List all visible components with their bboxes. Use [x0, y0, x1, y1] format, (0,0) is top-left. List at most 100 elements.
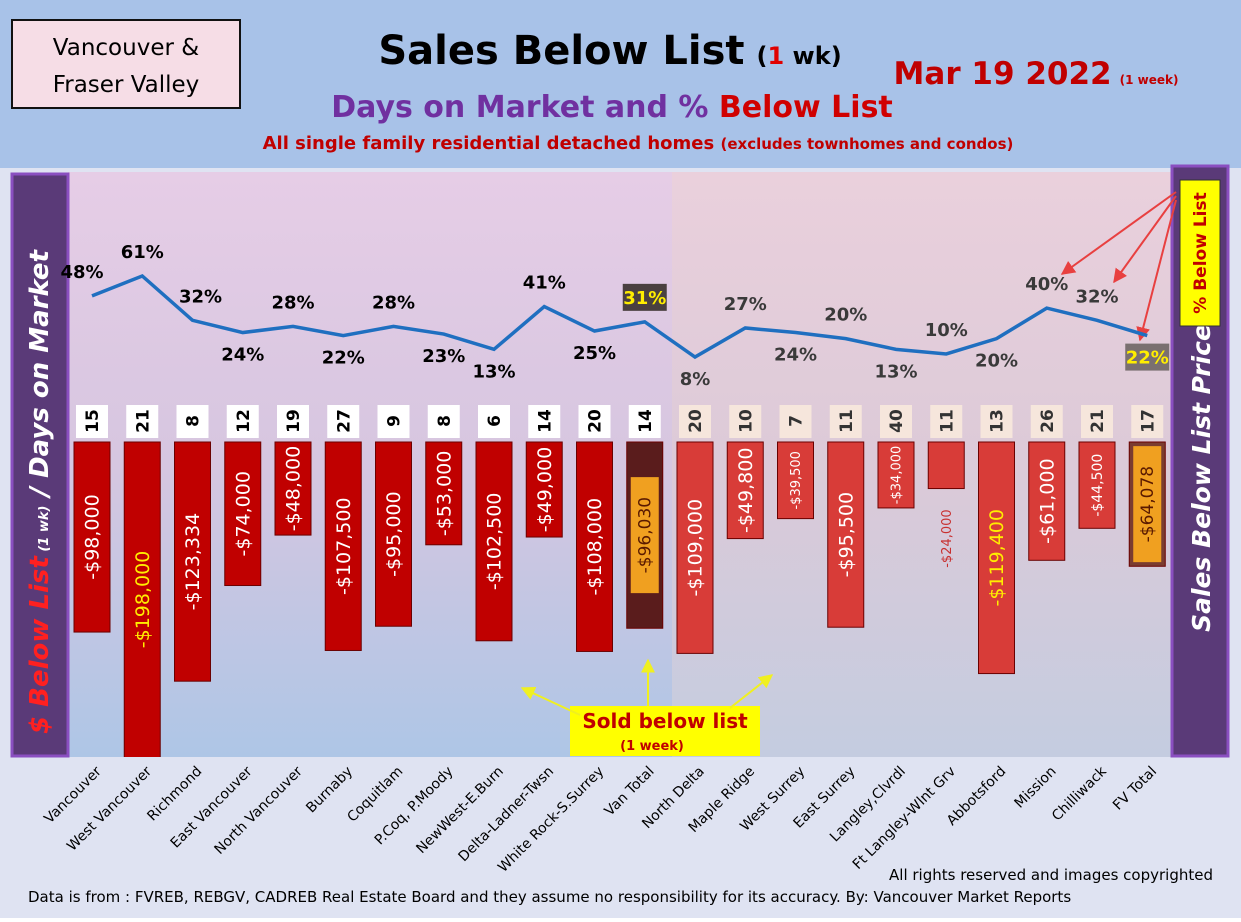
days-label: 9 [385, 415, 405, 427]
percent-line [91, 273, 1148, 360]
y-label-part: $ Below List [25, 555, 55, 734]
days-label: 13 [988, 409, 1008, 433]
bar [576, 441, 613, 652]
percent-label: 10% [925, 320, 968, 341]
days-box [578, 405, 611, 438]
days-box [226, 405, 259, 438]
region-line: Vancouver & [53, 35, 199, 61]
days-box [1131, 405, 1164, 438]
days-label: 12 [234, 409, 254, 433]
days-label: 17 [1138, 409, 1158, 433]
bar [676, 441, 714, 654]
description: All single family residential detached h… [263, 133, 1014, 154]
percent-box [622, 283, 667, 311]
left-panel [10, 172, 70, 758]
days-label: 6 [485, 415, 505, 427]
days-box [528, 405, 561, 438]
bar-value-label: -$95,500 [835, 492, 857, 577]
percent-label: 24% [774, 345, 817, 366]
percent-label: 13% [874, 361, 917, 382]
percent-label: 24% [221, 345, 264, 366]
y-axis-label: $ Below List (1 wk) / Days on Market [25, 248, 55, 734]
days-box [126, 405, 159, 438]
description-main: All single family residential detached h… [263, 133, 721, 154]
callout-note: (1 week) [620, 739, 684, 754]
days-box [930, 405, 963, 438]
arrow [520, 686, 581, 716]
days-box [277, 405, 309, 438]
days-box [478, 405, 510, 438]
bar [73, 441, 111, 633]
bar-value-label: -$24,000 [940, 509, 955, 567]
days-box [377, 405, 410, 438]
days-box [327, 405, 360, 438]
bar-value-label: -$119,400 [986, 509, 1008, 607]
bar-value-label: -$39,500 [789, 451, 804, 509]
days-label: 15 [83, 409, 103, 433]
days-box [427, 405, 460, 438]
percent-label: 27% [724, 294, 767, 315]
percent-label: 32% [1075, 286, 1118, 307]
bar [1028, 441, 1066, 561]
title: Sales Below List (1 wk) [378, 28, 841, 74]
bar-value-label: -$96,030 [636, 497, 656, 573]
bar-value-label: -$48,000 [283, 446, 305, 531]
days-box [176, 405, 209, 438]
days-box [829, 405, 862, 438]
bar-value-label: -$53,000 [433, 451, 455, 536]
source: Data is from : FVREB, REBGV, CADREB Real… [28, 888, 1071, 906]
date: Mar 19 2022 (1 week) [894, 56, 1179, 92]
title-close: wk) [784, 42, 841, 70]
y-label-part: (1 wk) [37, 506, 52, 557]
percent-label: 25% [573, 343, 616, 364]
days-box [880, 405, 912, 438]
bar [375, 441, 412, 627]
percent-label: 28% [271, 292, 314, 313]
bar-value-label: -$34,000 [890, 446, 905, 504]
days-label: 11 [837, 409, 857, 433]
bar-value-label: -$123,334 [182, 513, 204, 611]
days-box [729, 405, 762, 438]
bar [726, 441, 764, 540]
bar-value-label: -$49,000 [534, 447, 556, 532]
days-box [980, 405, 1013, 438]
bar [324, 441, 362, 651]
region-line: Fraser Valley [53, 72, 200, 98]
percent-label: 8% [680, 369, 711, 390]
percent-label: 22% [1126, 348, 1169, 369]
date-text: Mar 19 2022 [894, 56, 1112, 92]
title-open: ( [757, 42, 768, 70]
bar [425, 441, 463, 546]
days-box [76, 405, 108, 438]
title-weeks: 1 [768, 42, 785, 70]
bar [827, 441, 865, 628]
callout: Sold below list [582, 709, 748, 733]
bar [525, 441, 563, 538]
arrow [729, 674, 774, 709]
percent-box [1125, 343, 1170, 371]
callout-box [570, 706, 760, 756]
y-label-part: / Days on Market [25, 248, 55, 505]
bar-value-label: -$49,800 [735, 448, 757, 533]
days-box [679, 405, 711, 438]
days-box [779, 405, 812, 438]
days-label: 14 [636, 409, 656, 433]
days-label: 14 [535, 409, 555, 433]
legend-box [1179, 179, 1221, 327]
van-region [68, 172, 672, 757]
percent-label: 22% [322, 348, 365, 369]
days-label: 21 [1088, 409, 1108, 433]
title-main: Sales Below List [378, 28, 744, 74]
percent-label: 13% [472, 361, 515, 382]
bar [978, 441, 1015, 675]
bar-value-label: -$102,500 [484, 493, 506, 591]
bar [174, 441, 211, 682]
bar-value-label: -$44,500 [1090, 454, 1106, 517]
label-box [630, 477, 659, 594]
days-box [1030, 405, 1063, 438]
bar [123, 441, 161, 757]
days-label: 7 [787, 415, 807, 427]
date-note: (1 week) [1120, 73, 1179, 87]
